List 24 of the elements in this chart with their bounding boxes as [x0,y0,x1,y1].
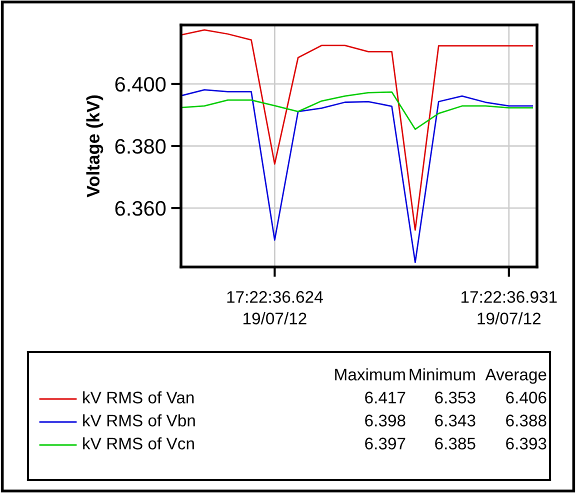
text: 6.406 [506,392,546,404]
text: 6.343 [435,414,476,426]
y-tick-label: 6.400 [115,76,166,92]
legend-label: kV RMS of Vcn [83,437,194,450]
y-axis-title: Voltage (kV) [86,95,104,198]
line-series [181,89,534,264]
line-series [181,91,534,130]
line-series [181,29,534,231]
text: 6.388 [506,414,546,426]
x-tick-label: 17:22:36.624 19/07/12 [227,291,323,324]
text: 6.397 [365,438,406,450]
text: Average [485,368,546,384]
text: 6.385 [435,438,476,450]
y-tick-label: 6.360 [115,201,166,216]
text: Minimum [410,368,475,380]
text: Maximum [335,368,405,380]
text: 6.393 [506,438,546,450]
text: 6.398 [365,414,406,426]
text: 6.353 [435,392,476,404]
legend-label: kV RMS of Vbn [83,414,195,426]
text: 6.417 [365,392,406,404]
y-tick-label: 6.380 [115,139,166,154]
legend-label: kV RMS of Van [83,391,194,404]
x-tick-label: 17:22:36.931 19/07/12 [462,291,557,324]
